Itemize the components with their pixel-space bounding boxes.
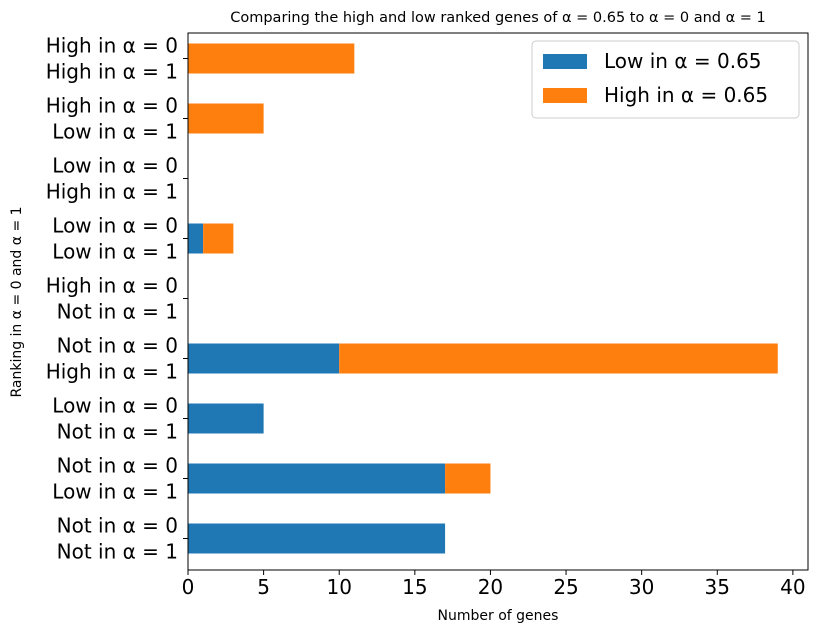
- chart-title: Comparing the high and low ranked genes …: [230, 10, 766, 26]
- legend: Low in α = 0.65 High in α = 0.65: [531, 40, 800, 119]
- legend-label: Low in α = 0.65: [604, 49, 762, 73]
- y-tick-label-line1: Not in α = 0: [57, 454, 178, 478]
- y-tick-label-line1: Not in α = 0: [57, 334, 178, 358]
- y-tick-label-line2: Low in α = 1: [52, 240, 178, 264]
- y-tick-label-line1: Low in α = 0: [52, 394, 178, 418]
- bars: [188, 43, 778, 554]
- x-tick-label: 15: [402, 575, 427, 599]
- y-tick-label-line2: Not in α = 1: [57, 540, 178, 564]
- bar: [188, 343, 340, 374]
- y-tick-label-line1: Low in α = 0: [52, 154, 178, 178]
- y-tick-label-line1: High in α = 0: [46, 34, 178, 58]
- y-tick-label-line2: Low in α = 1: [52, 120, 178, 144]
- x-tick-label: 10: [326, 575, 351, 599]
- x-axis-title: Number of genes: [438, 608, 559, 624]
- legend-swatch: [543, 88, 587, 103]
- bar: [188, 523, 446, 554]
- bar: [188, 403, 264, 434]
- x-tick-label: 35: [705, 575, 730, 599]
- bar: [188, 43, 355, 74]
- y-tick-label-line1: High in α = 0: [46, 94, 178, 118]
- x-tick-label: 5: [257, 575, 270, 599]
- bar: [445, 463, 491, 494]
- y-tick-label-line1: Not in α = 0: [57, 514, 178, 538]
- bar: [188, 463, 446, 494]
- x-tick-label: 25: [553, 575, 578, 599]
- legend-box: [531, 40, 800, 119]
- x-tick-label: 40: [780, 575, 805, 599]
- y-tick-label-line2: Low in α = 1: [52, 480, 178, 504]
- y-tick-label-line1: High in α = 0: [46, 274, 178, 298]
- plot-frame: [187, 32, 809, 571]
- legend-swatch: [543, 54, 587, 69]
- y-tick-label-line1: Low in α = 0: [52, 214, 178, 238]
- y-tick-label-line2: Not in α = 1: [57, 420, 178, 444]
- y-tick-label-line2: High in α = 1: [46, 360, 178, 384]
- y-axis-title: Ranking in α = 0 and α = 1: [9, 206, 25, 397]
- bar: [203, 223, 234, 254]
- y-tick-label-line2: High in α = 1: [46, 60, 178, 84]
- x-tick-label: 20: [478, 575, 503, 599]
- x-tick-label: 0: [182, 575, 195, 599]
- bar: [188, 103, 264, 134]
- y-tick-label-line2: Not in α = 1: [57, 300, 178, 324]
- bar: [339, 343, 778, 374]
- legend-label: High in α = 0.65: [604, 83, 768, 107]
- y-tick-label-line2: High in α = 1: [46, 180, 178, 204]
- bar: [188, 223, 204, 254]
- x-tick-label: 30: [629, 575, 654, 599]
